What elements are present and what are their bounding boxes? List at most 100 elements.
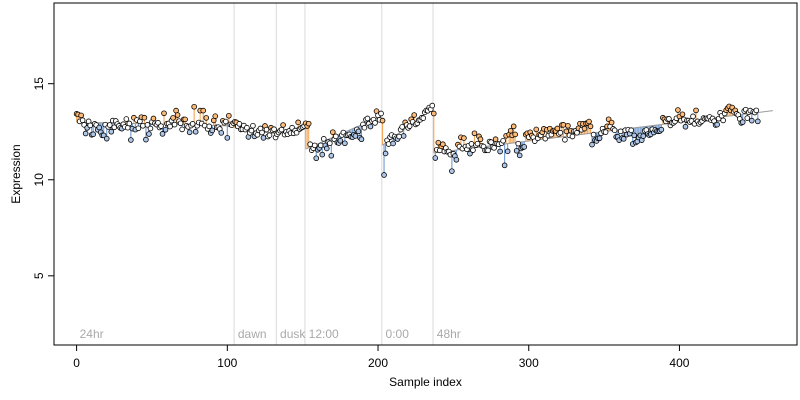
data-point — [223, 118, 229, 125]
data-point — [367, 123, 374, 130]
data-point — [513, 147, 520, 154]
data-point — [159, 131, 166, 137]
data-point — [260, 135, 267, 141]
data-point — [429, 102, 436, 109]
data-point — [396, 133, 402, 140]
data-point — [474, 140, 481, 147]
segment-label: 24hr — [80, 327, 104, 341]
data-point — [330, 129, 336, 135]
data-point — [666, 116, 672, 122]
data-point — [608, 119, 615, 126]
data-point — [590, 131, 597, 138]
data-point — [79, 117, 86, 124]
segment-label: dusk — [280, 327, 306, 341]
data-point — [628, 127, 635, 133]
segment-labels: 24hr dawn dusk 12:00 0:00 48hr — [80, 327, 461, 341]
data-point — [155, 119, 161, 126]
data-point — [167, 123, 173, 130]
data-point — [103, 135, 110, 142]
data-point — [355, 128, 362, 135]
data-point — [504, 148, 511, 155]
x-tick-label: 100 — [217, 356, 237, 370]
data-point — [158, 123, 164, 129]
data-point — [581, 125, 588, 132]
segment-boundaries — [233, 3, 434, 345]
x-axis-label: Sample index — [389, 375, 462, 389]
data-point — [468, 141, 475, 147]
data-point — [381, 172, 387, 178]
data-point — [174, 112, 181, 118]
data-point — [96, 124, 103, 131]
x-axis: 0 100 200 300 400 — [73, 344, 690, 370]
data-point — [108, 128, 115, 135]
data-point — [562, 137, 568, 143]
y-tick-label: 10 — [32, 173, 46, 187]
data-point — [611, 127, 618, 133]
data-point — [313, 155, 320, 162]
data-point — [682, 123, 689, 130]
data-point — [106, 122, 113, 128]
data-point — [569, 133, 576, 140]
data-point — [128, 137, 134, 143]
data-point — [244, 124, 250, 131]
data-point — [382, 150, 389, 157]
data-point — [147, 125, 154, 132]
data-point — [90, 131, 96, 138]
data-point — [587, 123, 594, 130]
data-point — [146, 131, 152, 137]
data-point — [477, 136, 484, 143]
data-point — [192, 128, 199, 135]
segment-label: 0:00 — [386, 327, 410, 341]
data-point — [186, 129, 193, 136]
data-point — [640, 133, 647, 139]
data-point — [182, 116, 188, 123]
data-point — [497, 148, 503, 155]
data-point — [323, 145, 330, 152]
data-point — [141, 114, 148, 121]
data-point — [488, 139, 494, 145]
data-point — [305, 120, 312, 127]
data-point — [263, 126, 270, 133]
data-point — [266, 132, 273, 138]
y-tick-label: 5 — [32, 272, 46, 279]
data-point — [248, 127, 255, 134]
data-point — [320, 136, 327, 142]
data-point — [720, 117, 726, 124]
data-point — [278, 126, 285, 133]
data-point — [171, 121, 178, 128]
data-point — [430, 110, 437, 117]
data-point — [390, 140, 396, 147]
data-point — [521, 144, 528, 150]
data-point — [372, 120, 378, 126]
segment-label: 48hr — [437, 327, 461, 341]
data-point — [500, 137, 506, 144]
data-point — [507, 127, 514, 134]
data-point — [679, 111, 686, 118]
data-point — [226, 112, 232, 119]
data-point — [755, 118, 761, 125]
data-point — [557, 129, 564, 136]
data-point — [693, 107, 699, 114]
data-point — [501, 162, 508, 169]
data-point — [399, 124, 405, 130]
data-point — [512, 131, 518, 138]
data-point — [753, 107, 760, 114]
segment-label: 12:00 — [309, 327, 339, 341]
data-point — [189, 121, 196, 127]
x-tick-label: 0 — [73, 356, 80, 370]
data-point — [218, 130, 225, 136]
data-point — [586, 118, 592, 125]
data-point — [206, 123, 213, 130]
data-point — [554, 125, 561, 132]
data-point — [143, 136, 149, 143]
data-point — [453, 156, 460, 163]
data-point — [177, 120, 184, 127]
data-point — [280, 122, 286, 128]
data-point — [364, 115, 371, 122]
data-point — [203, 115, 210, 121]
data-point — [179, 126, 185, 133]
data-point — [631, 132, 638, 139]
data-point — [510, 123, 517, 130]
data-point — [449, 168, 455, 174]
